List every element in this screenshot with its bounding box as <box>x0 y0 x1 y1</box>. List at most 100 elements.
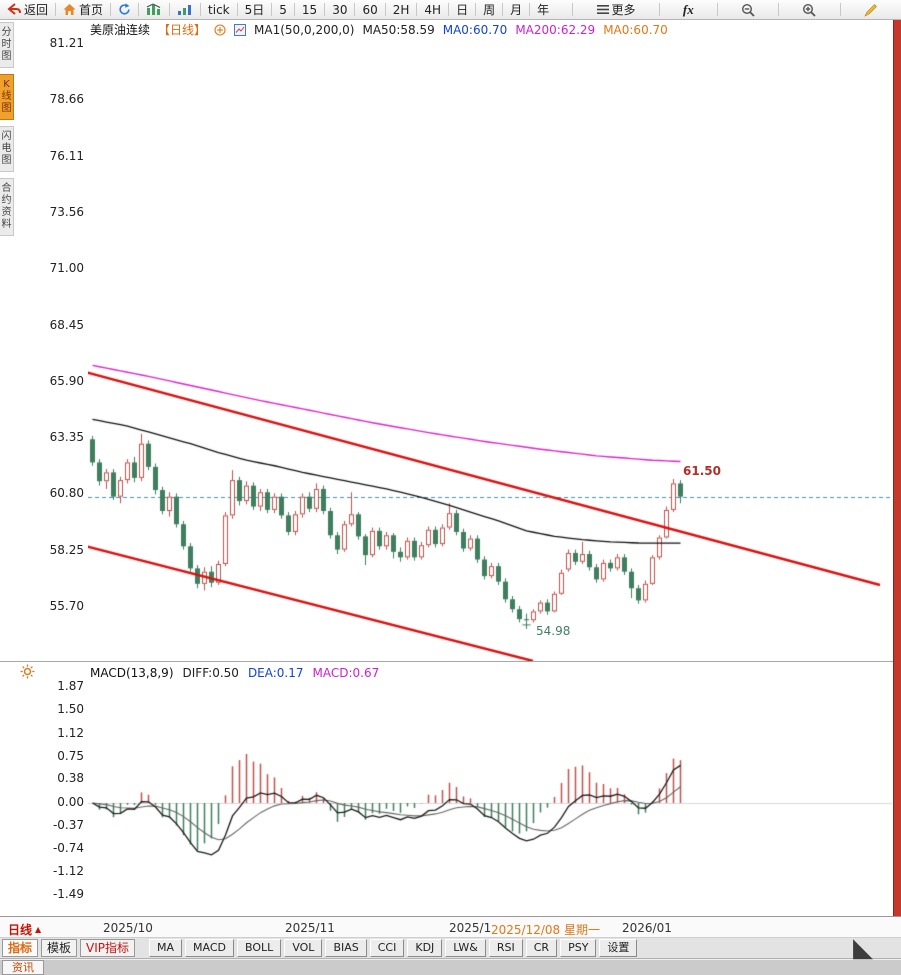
price-tick-label: 71.00 <box>49 261 84 276</box>
zoom-in-button[interactable] <box>795 0 823 20</box>
separator <box>529 3 531 16</box>
plus-circle-icon[interactable] <box>214 23 226 36</box>
separator <box>448 3 450 16</box>
indicator-settings-icon[interactable] <box>234 23 247 36</box>
settings-button[interactable]: 设置 <box>599 939 638 957</box>
macd-tick-label: 1.87 <box>57 679 84 694</box>
time-axis: 日线 ▲ 2025/10 2025/11 2025/1 2026/01 2025/12/… <box>0 917 901 938</box>
interval-button-30[interactable]: 30 <box>332 2 348 17</box>
macd-tick-label: -0.37 <box>52 817 84 832</box>
indicator-button-BIAS[interactable]: BIAS <box>325 939 367 957</box>
separator <box>716 3 718 16</box>
chart-header: 美原油连续 【日线】 MA1(50,0,200,0) MA50:58.59 MA… <box>90 21 668 38</box>
draw-tool-button[interactable] <box>857 0 885 20</box>
more-label: 更多 <box>611 3 636 17</box>
home-icon <box>63 4 76 15</box>
ma-settings-label: MA1(50,0,200,0) <box>254 22 355 37</box>
formula-button[interactable]: fx <box>676 0 701 20</box>
price-tick-label: 65.90 <box>49 373 84 388</box>
scroll-corner-icon[interactable]: ◣ <box>853 933 873 963</box>
interval-button-日[interactable]: 日 <box>456 3 469 17</box>
back-button[interactable]: 返回 <box>0 0 55 20</box>
back-label: 返回 <box>24 3 49 17</box>
macd-value: MACD:0.67 <box>312 666 380 680</box>
sidebar-tab-flash-chart[interactable]: 闪电图 <box>0 126 14 172</box>
separator <box>572 3 574 16</box>
axis-divider <box>0 916 901 917</box>
x-axis-label: 2025/1 <box>449 921 492 935</box>
x-axis-label: 2025/11 <box>285 921 335 935</box>
sidebar-tab-contract-info[interactable]: 合约资料 <box>0 178 14 236</box>
chevron-up-icon: ▲ <box>35 925 42 934</box>
five-day-button[interactable]: 5日 <box>238 0 272 20</box>
macd-tick-label: 0.75 <box>57 748 84 763</box>
indicator-button-CCI[interactable]: CCI <box>369 939 405 957</box>
ma0-orange-value: MA0:60.70 <box>603 22 668 37</box>
news-corner-tab[interactable]: 资讯 <box>2 960 44 975</box>
indicator-button-MA[interactable]: MA <box>149 939 183 957</box>
interval-button-15[interactable]: 15 <box>301 2 318 17</box>
separator <box>778 3 780 16</box>
dea-value: DEA:0.17 <box>247 666 304 680</box>
separator <box>839 3 841 16</box>
interval-button-年[interactable]: 年 <box>537 3 550 17</box>
indicator-button-LW[interactable]: LW& <box>445 939 486 957</box>
indicator-button-CR[interactable]: CR <box>525 939 558 957</box>
indicator-button-KDJ[interactable]: KDJ <box>407 939 443 957</box>
back-icon <box>7 3 21 15</box>
interval-button-60[interactable]: 60 <box>362 2 378 17</box>
tab-templates[interactable]: 模板 <box>41 939 78 957</box>
refresh-button[interactable] <box>111 0 138 20</box>
tab-indicators[interactable]: 指标 <box>2 939 39 957</box>
indicator-gear-icon[interactable] <box>20 664 35 679</box>
kline-chart-button[interactable] <box>139 0 169 20</box>
separator <box>324 3 326 16</box>
macd-tick-label: 1.50 <box>57 702 84 717</box>
macd-tick-label: 1.12 <box>57 725 84 740</box>
interval-button-4H[interactable]: 4H <box>424 2 442 17</box>
macd-title: MACD(13,8,9) <box>90 666 174 680</box>
kline-chart-icon <box>146 3 161 15</box>
separator <box>384 3 386 16</box>
vertical-scrollbar[interactable] <box>893 20 901 916</box>
interval-button-月[interactable]: 月 <box>510 3 523 17</box>
indicator-button-BOLL[interactable]: BOLL <box>237 939 282 957</box>
x-axis-label: 2026/01 <box>622 921 672 935</box>
candlestick-chart[interactable] <box>88 36 892 661</box>
zoom-in-icon <box>803 3 817 17</box>
separator <box>502 3 504 16</box>
volume-chart-button[interactable] <box>170 0 200 20</box>
current-date-label: 2025/12/08 星期一 <box>491 923 600 937</box>
period-tag: 【日线】 <box>158 23 207 37</box>
price-tick-label: 58.25 <box>49 542 84 557</box>
pane-divider <box>0 661 893 662</box>
macd-tick-label: -1.12 <box>52 864 84 879</box>
indicator-button-MACD[interactable]: MACD <box>185 939 235 957</box>
macd-tick-label: -1.49 <box>52 887 84 902</box>
tab-vip-indicators[interactable]: VIP指标 <box>80 939 136 957</box>
indicator-button-VOL[interactable]: VOL <box>284 939 323 957</box>
zoom-out-button[interactable] <box>734 0 762 20</box>
period-selector[interactable]: 日线 ▲ <box>8 921 41 938</box>
macd-header: MACD(13,8,9) DIFF:0.50 DEA:0.17 MACD:0.6… <box>90 666 379 680</box>
symbol-name: 美原油连续 <box>90 23 151 37</box>
macd-chart[interactable] <box>88 682 892 916</box>
price-tick-label: 60.80 <box>49 486 84 501</box>
separator <box>236 3 238 16</box>
volume-chart-icon <box>178 5 192 15</box>
high-price-label: 61.50 <box>683 464 721 478</box>
interval-button-2H[interactable]: 2H <box>392 2 410 17</box>
interval-button-周[interactable]: 周 <box>483 3 496 17</box>
indicator-button-PSY[interactable]: PSY <box>560 939 597 957</box>
pencil-icon <box>864 3 877 17</box>
home-button[interactable]: 首页 <box>56 0 110 20</box>
indicator-button-RSI[interactable]: RSI <box>488 939 523 957</box>
sidebar-tab-time-chart[interactable]: 分时图 <box>0 22 14 68</box>
tick-button[interactable]: tick <box>201 0 237 20</box>
interval-button-5[interactable]: 5 <box>279 2 287 17</box>
more-button[interactable]: 更多 <box>590 0 643 20</box>
top-toolbar: 返回 首页 tick 5日 5 15 30 60 2H 4H 日周月年 <box>0 0 901 20</box>
separator <box>200 3 202 16</box>
